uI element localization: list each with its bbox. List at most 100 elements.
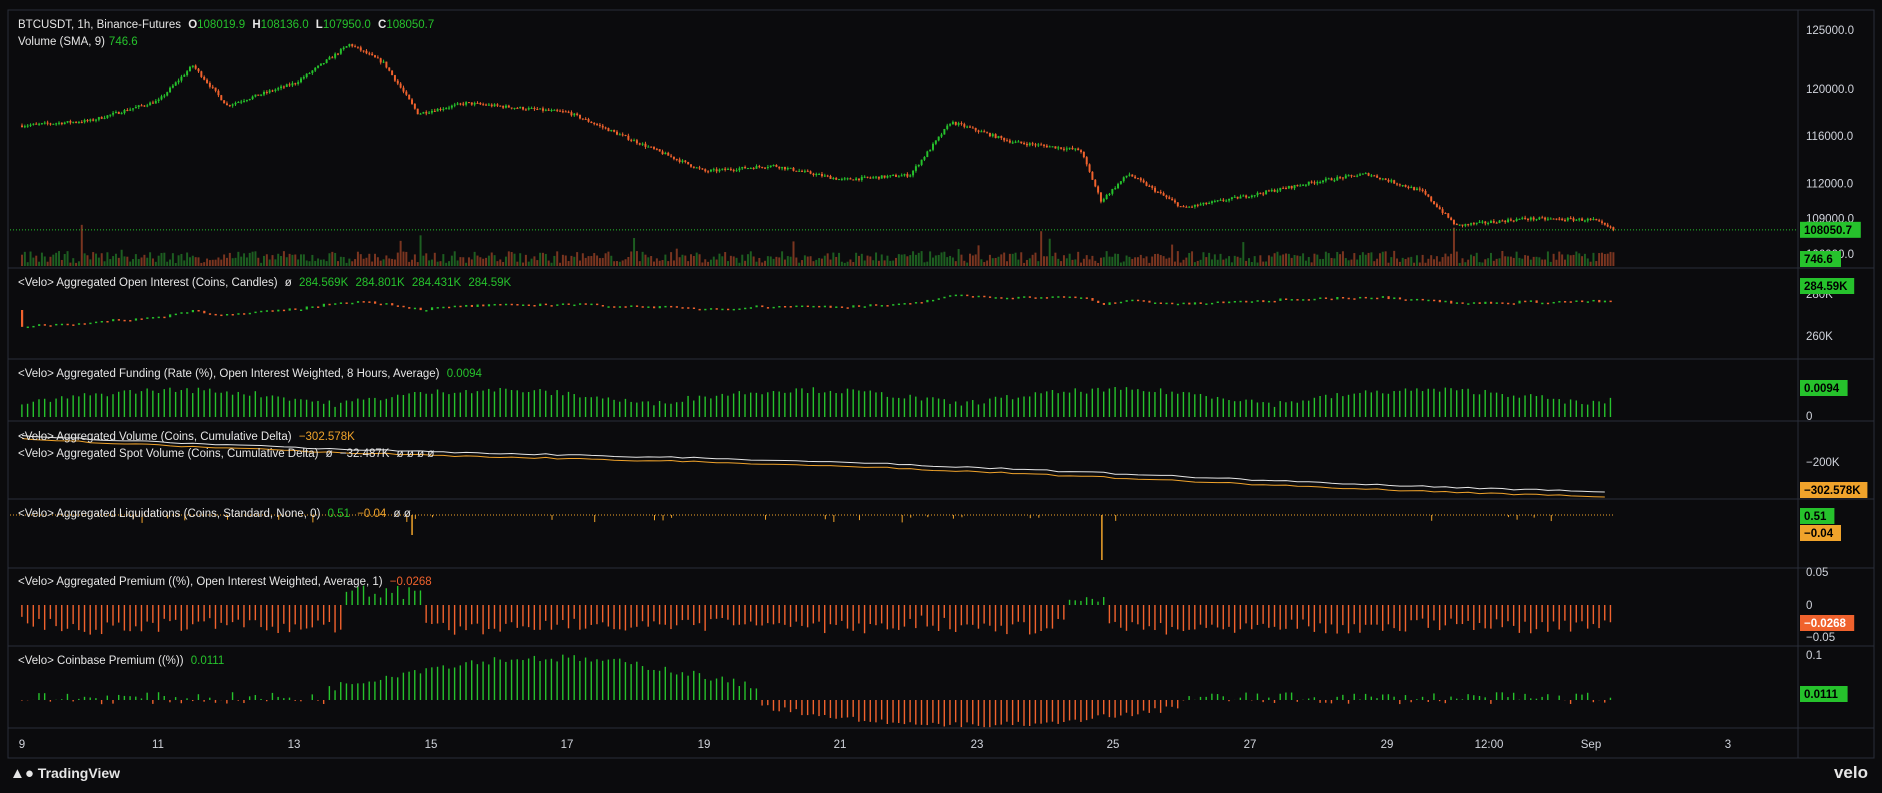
candle-body: [653, 147, 655, 149]
candle-body: [869, 177, 872, 179]
premium-bar: [471, 605, 473, 625]
candle-body: [1205, 202, 1208, 204]
volume-bar: [322, 259, 325, 266]
coinbase-bar: [624, 662, 627, 700]
volume-bar: [342, 257, 345, 266]
oi-candle: [1512, 303, 1515, 305]
funding-bar: [311, 401, 313, 417]
oi-candle: [339, 302, 343, 304]
liquidation-bar: [654, 515, 656, 521]
volume-bar: [746, 254, 749, 266]
premium-bar: [1564, 605, 1566, 621]
funding-bar: [1216, 396, 1219, 417]
candle-body: [1398, 184, 1401, 186]
premium-bar: [647, 605, 649, 627]
candle-body: [1256, 192, 1259, 196]
volume-bar: [368, 253, 371, 266]
coinbase-bar: [1046, 700, 1048, 723]
liquidation-bar: [1516, 515, 1518, 520]
funding-bar: [271, 395, 274, 417]
funding-bar: [100, 393, 103, 417]
premium-bar: [1438, 605, 1441, 631]
oi-candle: [391, 303, 394, 306]
candle-body: [539, 108, 542, 110]
oi-candle: [419, 307, 422, 311]
coinbase-bar: [192, 700, 194, 702]
premium-bar: [140, 605, 143, 632]
coinbase-bar: [442, 665, 444, 700]
oi-candle: [641, 306, 644, 308]
volume-bar: [459, 257, 462, 266]
volume-bar: [1319, 259, 1322, 266]
volume-bar: [1364, 254, 1367, 266]
spot-delta-legend-rest: ø ø ø ø: [396, 448, 435, 460]
volume-bar: [66, 251, 69, 266]
funding-bar: [937, 398, 940, 417]
volume-bar: [934, 255, 937, 266]
volume-bar: [1097, 262, 1100, 266]
volume-bar: [510, 252, 513, 266]
volume-bar: [240, 256, 243, 266]
funding-bar: [590, 397, 592, 417]
liquidation-bar: [184, 515, 186, 521]
candle-body: [826, 175, 829, 177]
candle-body: [883, 175, 886, 178]
funding-bar: [1228, 400, 1230, 417]
premium-bar: [522, 605, 524, 627]
volume-legend: Volume (SMA, 9) 746.6: [18, 35, 142, 49]
candle-body: [1262, 193, 1265, 195]
volume-bar: [60, 259, 63, 266]
volume-bar: [1171, 244, 1174, 266]
funding-bar: [527, 391, 530, 417]
volume-bar: [442, 254, 445, 266]
premium-bar: [1319, 605, 1321, 624]
volume-bar: [297, 259, 300, 266]
coinbase-bar: [875, 700, 877, 723]
volume-bar: [163, 252, 166, 266]
premium-bar: [619, 605, 621, 630]
liquidations-legend: <Velo> Aggregated Liquidations (Coins, S…: [18, 507, 415, 521]
premium-bar: [1154, 605, 1156, 631]
funding-bar: [932, 397, 934, 417]
candle-body: [1381, 178, 1384, 180]
funding-bar: [1473, 394, 1475, 417]
premium-bar: [903, 605, 906, 627]
oi-candle: [1393, 297, 1396, 300]
volume-bar: [38, 261, 41, 266]
candle-body: [613, 129, 616, 132]
premium-bar: [1080, 600, 1082, 605]
premium-bar: [1507, 605, 1509, 622]
tradingview-logo[interactable]: ▲● TradingView: [10, 765, 120, 782]
coinbase-bar: [527, 658, 530, 700]
oi-candle: [937, 298, 940, 300]
liquidation-bar: [414, 515, 416, 519]
coinbase-bar: [1604, 700, 1606, 703]
funding-bar: [1438, 391, 1441, 417]
volume-bar: [465, 262, 468, 266]
funding-legend: <Velo> Aggregated Funding (Rate (%), Ope…: [18, 367, 486, 381]
volume-bar: [1099, 257, 1102, 266]
volume-bar: [1136, 257, 1139, 266]
candle-body: [1390, 180, 1393, 182]
premium-bar: [533, 605, 536, 630]
funding-bar: [1456, 390, 1458, 417]
candle-body: [1247, 197, 1250, 199]
candle-body: [561, 111, 564, 113]
volume-bar: [937, 254, 940, 266]
coinbase-bar: [277, 696, 279, 700]
oi-candle: [413, 307, 417, 310]
volume-bar: [880, 254, 883, 266]
funding-bar: [1558, 399, 1560, 417]
premium-bar: [1279, 605, 1281, 630]
candle-body: [60, 122, 63, 125]
volume-bar: [641, 251, 644, 266]
candle-body: [1091, 171, 1094, 180]
volume-bar: [1219, 253, 1222, 266]
funding-bar: [465, 390, 467, 417]
volume-bar: [507, 251, 510, 266]
funding-bar: [1120, 389, 1122, 417]
volume-bar: [832, 252, 835, 266]
candle-body: [214, 87, 217, 91]
funding-bar: [1148, 391, 1150, 417]
